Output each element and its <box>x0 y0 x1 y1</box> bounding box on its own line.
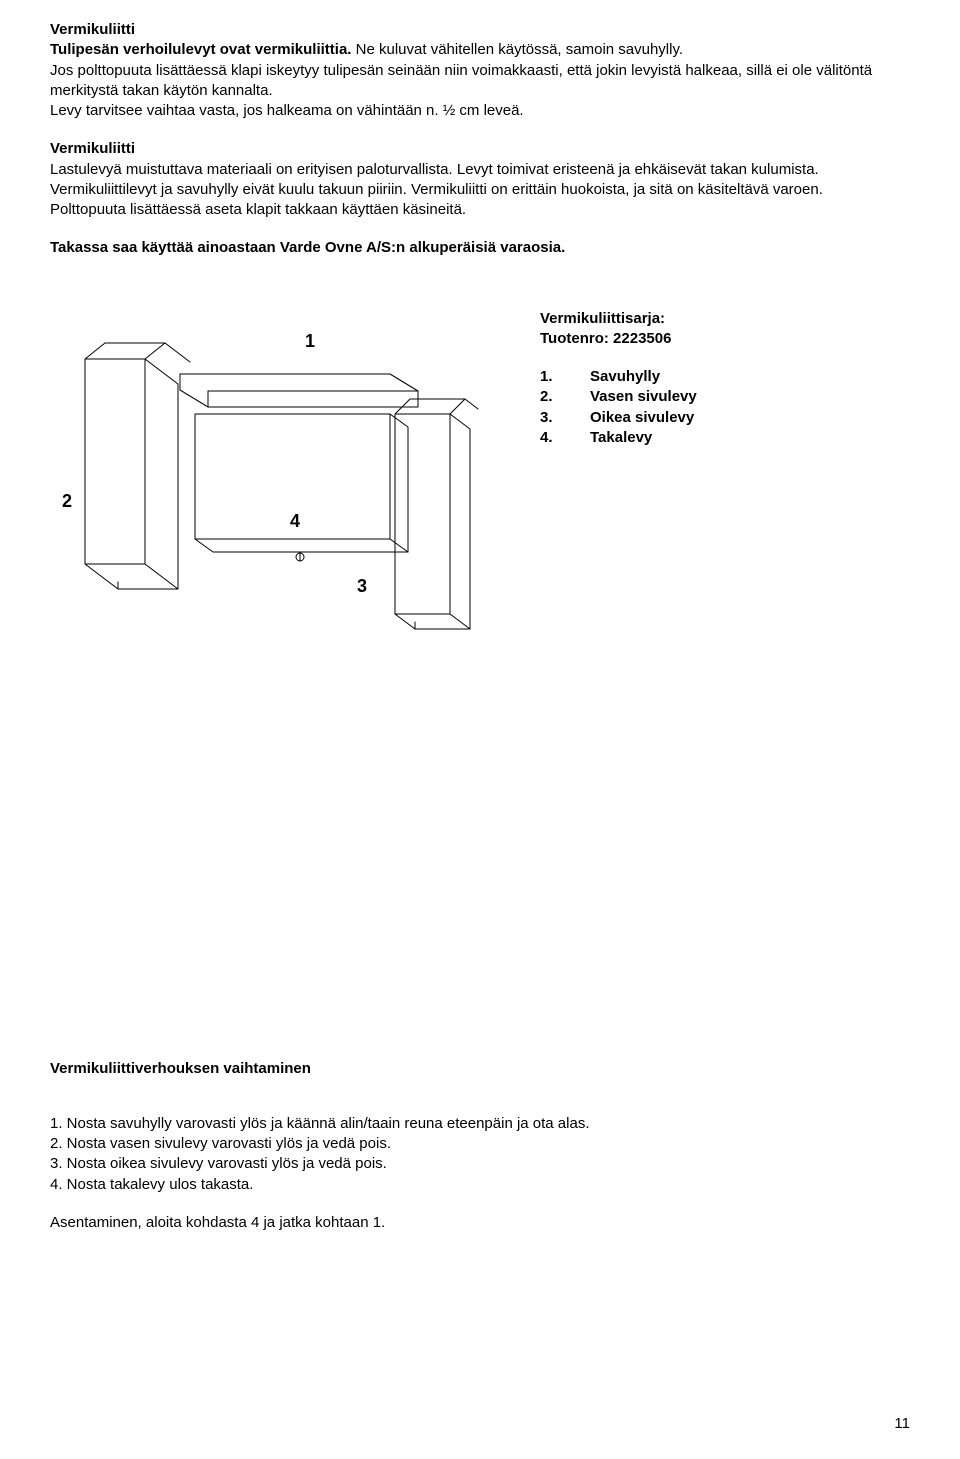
diagram-label-2: 2 <box>62 489 72 513</box>
vermiculite-diagram <box>50 299 480 679</box>
diagram-section: 1 2 4 3 Vermikuliittisarja: Tuotenro: 22… <box>50 299 910 679</box>
paragraph: Levy tarvitsee vaihtaa vasta, jos halkea… <box>50 101 910 121</box>
heading-vermikuliitti-1: Vermikuliitti <box>50 20 910 40</box>
diagram-label-3: 3 <box>357 574 367 598</box>
parts-list: Vermikuliittisarja: Tuotenro: 2223506 1.… <box>540 299 697 449</box>
heading-vermikuliitti-2: Vermikuliitti <box>50 139 910 159</box>
paragraph: Lastulevyä muistuttava materiaali on eri… <box>50 160 910 201</box>
final-note: Asentaminen, aloita kohdasta 4 ja jatka … <box>50 1213 910 1233</box>
parts-item-name: Takalevy <box>590 428 652 448</box>
paragraph: Tulipesän verhoilulevyt ovat vermikuliit… <box>50 40 910 60</box>
parts-title: Vermikuliittisarja: <box>540 309 697 329</box>
step: 2. Nosta vasen sivulevy varovasti ylös j… <box>50 1134 910 1154</box>
parts-product: Tuotenro: 2223506 <box>540 329 697 349</box>
parts-item: 4. Takalevy <box>540 428 697 448</box>
parts-item: 1. Savuhylly <box>540 367 697 387</box>
text: Ne kuluvat vähitellen käytössä, samoin s… <box>351 41 683 58</box>
parts-item-num: 2. <box>540 387 560 407</box>
diagram-container: 1 2 4 3 <box>50 299 480 679</box>
parts-item-num: 4. <box>540 428 560 448</box>
replacement-section: Vermikuliittiverhouksen vaihtaminen 1. N… <box>50 1059 910 1234</box>
parts-item: 2. Vasen sivulevy <box>540 387 697 407</box>
step: 1. Nosta savuhylly varovasti ylös ja kää… <box>50 1114 910 1134</box>
diagram-label-1: 1 <box>305 329 315 353</box>
page-number: 11 <box>894 1414 910 1434</box>
parts-item-num: 3. <box>540 408 560 428</box>
step: 4. Nosta takalevy ulos takasta. <box>50 1175 910 1195</box>
heading-replacement: Vermikuliittiverhouksen vaihtaminen <box>50 1059 910 1079</box>
step: 3. Nosta oikea sivulevy varovasti ylös j… <box>50 1154 910 1174</box>
parts-item: 3. Oikea sivulevy <box>540 408 697 428</box>
diagram-label-4: 4 <box>290 509 300 533</box>
parts-item-name: Oikea sivulevy <box>590 408 694 428</box>
parts-item-name: Savuhylly <box>590 367 660 387</box>
text-bold: Tulipesän verhoilulevyt ovat vermikuliit… <box>50 41 351 58</box>
notice-text: Takassa saa käyttää ainoastaan Varde Ovn… <box>50 238 910 258</box>
paragraph: Jos polttopuuta lisättäessä klapi iskeyt… <box>50 61 910 102</box>
parts-item-num: 1. <box>540 367 560 387</box>
paragraph: Polttopuuta lisättäessä aseta klapit tak… <box>50 200 910 220</box>
parts-item-name: Vasen sivulevy <box>590 387 697 407</box>
